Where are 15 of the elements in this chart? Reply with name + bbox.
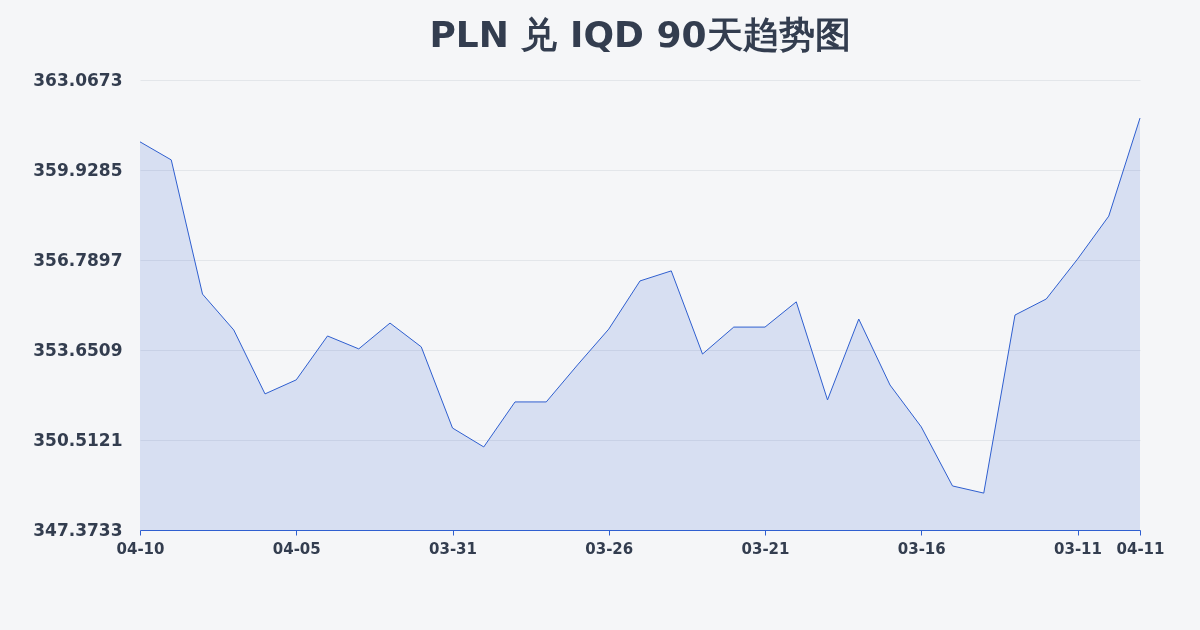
x-tick-label: 04-10 (116, 539, 165, 558)
x-tick-label: 04-05 (272, 539, 321, 558)
x-tick-label: 04-11 (1116, 539, 1165, 558)
y-tick-label: 353.6509 (33, 339, 123, 360)
y-tick-label: 359.9285 (33, 159, 123, 180)
y-tick-label: 350.5121 (33, 429, 123, 450)
x-tick-label: 03-26 (585, 539, 634, 558)
x-tick-label: 03-21 (741, 539, 790, 558)
y-tick-label: 356.7897 (33, 249, 123, 270)
x-tick-label: 03-11 (1054, 539, 1102, 558)
y-tick-label: 363.0673 (33, 69, 123, 90)
chart-title: PLN 兑 IQD 90天趋势图 (429, 14, 851, 55)
y-tick-label: 347.3733 (33, 519, 123, 540)
x-tick-label: 03-31 (429, 539, 477, 558)
x-tick-label: 03-16 (897, 539, 946, 558)
